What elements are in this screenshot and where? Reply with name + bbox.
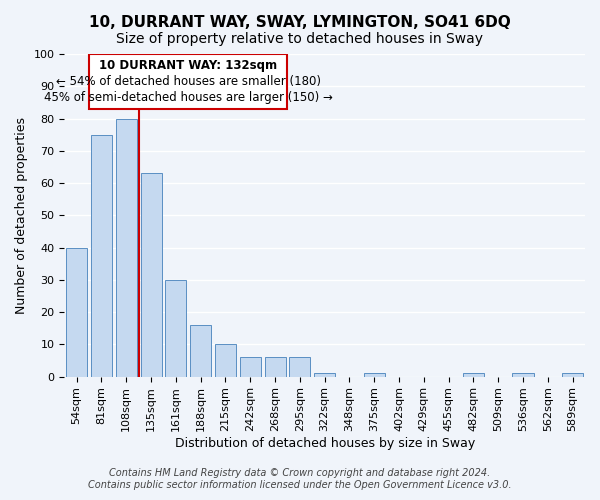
FancyBboxPatch shape — [89, 54, 287, 109]
Bar — [289, 357, 310, 376]
Bar — [215, 344, 236, 376]
Bar — [364, 374, 385, 376]
Bar — [190, 325, 211, 376]
Bar — [562, 374, 583, 376]
Text: 45% of semi-detached houses are larger (150) →: 45% of semi-detached houses are larger (… — [44, 91, 332, 104]
Bar — [116, 118, 137, 376]
Bar — [512, 374, 533, 376]
Bar — [91, 134, 112, 376]
Bar — [166, 280, 187, 376]
Y-axis label: Number of detached properties: Number of detached properties — [15, 117, 28, 314]
Bar — [240, 357, 261, 376]
Bar — [314, 374, 335, 376]
Text: 10, DURRANT WAY, SWAY, LYMINGTON, SO41 6DQ: 10, DURRANT WAY, SWAY, LYMINGTON, SO41 6… — [89, 15, 511, 30]
Bar — [66, 248, 87, 376]
Bar — [463, 374, 484, 376]
Text: ← 54% of detached houses are smaller (180): ← 54% of detached houses are smaller (18… — [56, 75, 321, 88]
Bar — [140, 174, 161, 376]
Text: Contains HM Land Registry data © Crown copyright and database right 2024.
Contai: Contains HM Land Registry data © Crown c… — [88, 468, 512, 490]
Bar — [265, 357, 286, 376]
X-axis label: Distribution of detached houses by size in Sway: Distribution of detached houses by size … — [175, 437, 475, 450]
Text: Size of property relative to detached houses in Sway: Size of property relative to detached ho… — [116, 32, 484, 46]
Text: 10 DURRANT WAY: 132sqm: 10 DURRANT WAY: 132sqm — [99, 59, 277, 72]
